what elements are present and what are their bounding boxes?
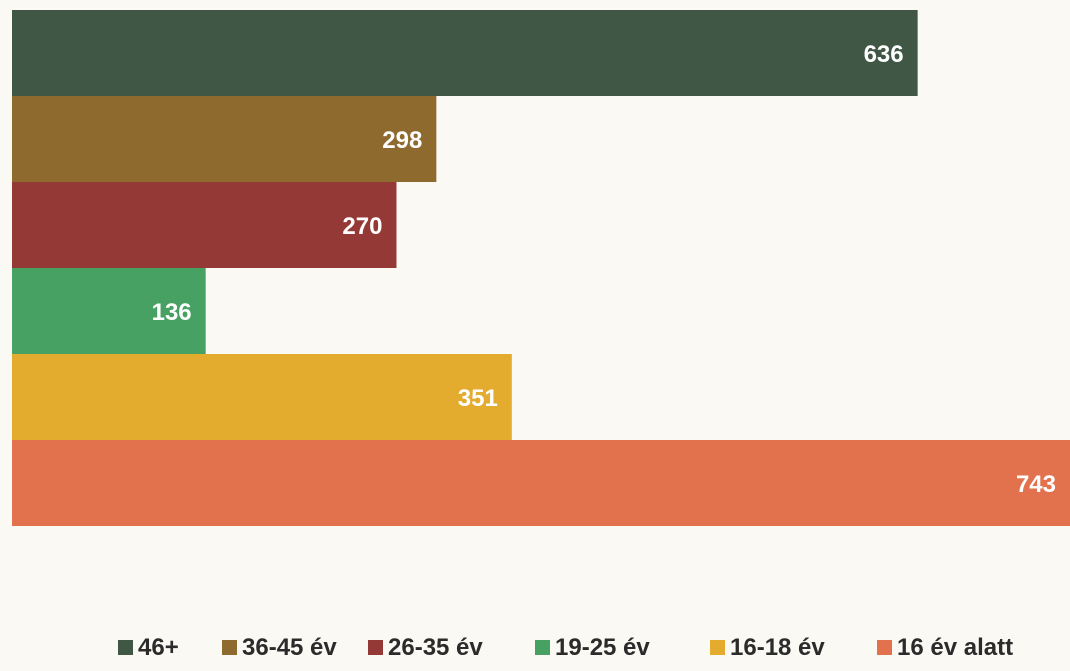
bar-0: [12, 10, 918, 96]
legend-label-4: 16-18 év: [730, 634, 825, 661]
legend-swatch-3: [535, 640, 550, 655]
legend-swatch-4: [710, 640, 725, 655]
bar-value-label: 270: [342, 213, 382, 240]
bar-value-label: 351: [458, 385, 498, 412]
bar-value-label: 298: [382, 127, 422, 154]
bar-value-label: 743: [1016, 471, 1056, 498]
legend-label-3: 19-25 év: [555, 634, 650, 661]
legend-label-0: 46+: [138, 634, 179, 661]
bar-1: [12, 96, 437, 182]
legend-swatch-1: [222, 640, 237, 655]
bar-value-label: 636: [864, 41, 904, 68]
legend: 46+ 36-45 év 26-35 év 19-25 év 16-18 év 16 év…: [118, 634, 1013, 661]
legend-swatch-0: [118, 640, 133, 655]
bar-4: [12, 354, 512, 440]
bars-layer: 636 298 270 136 351 743: [12, 10, 1070, 526]
legend-label-5: 16 év alatt: [897, 634, 1013, 661]
bar-2: [12, 182, 397, 268]
legend-label-2: 26-35 év: [388, 634, 483, 661]
bar-3: [12, 268, 206, 354]
legend-swatch-2: [368, 640, 383, 655]
bar-value-label: 136: [152, 299, 192, 326]
legend-swatch-5: [877, 640, 892, 655]
bar-5: [12, 440, 1070, 526]
legend-label-1: 36-45 év: [242, 634, 337, 661]
